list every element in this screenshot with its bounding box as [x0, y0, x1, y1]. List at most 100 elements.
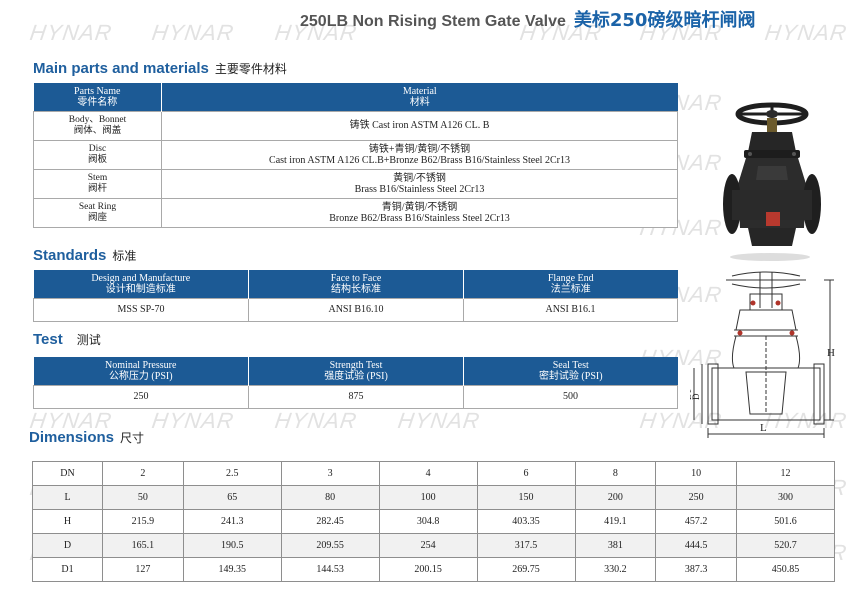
dimension-value-cell: 12	[736, 461, 835, 486]
standards-heading: Standards 标准	[33, 245, 136, 264]
parts-heading-en: Main parts and materials	[33, 60, 209, 77]
dimension-value-cell: 100	[378, 485, 478, 510]
watermark-text: HYNAR	[150, 408, 236, 433]
page-title-en: 250LB Non Rising Stem Gate Valve	[300, 13, 566, 30]
dimension-value-cell: 50	[102, 485, 184, 510]
dimension-label-cell: D1	[32, 557, 103, 582]
test-header-cn: 密封试验 (PSI)	[538, 370, 603, 382]
part-material-line2: Bronze B62/Brass B16/Stainless Steel 2Cr…	[329, 212, 510, 224]
standards-header-cn: 设计和制造标准	[105, 283, 176, 295]
dimension-value-cell: 403.35	[476, 509, 576, 534]
dimension-value-cell: 149.35	[182, 557, 282, 582]
standards-table-header: Design and Manufacture 设计和制造标准 Face to Fa…	[33, 270, 678, 298]
test-heading: Test 测试	[33, 329, 101, 348]
dimension-value-cell: 501.6	[736, 509, 835, 534]
part-name-cn: 阀杆	[87, 183, 107, 194]
dimension-value-cell: 8	[574, 461, 657, 486]
table-row: Body、Bonnet 阀体、阀盖 铸铁 Cast iron ASTM A126 …	[33, 110, 678, 141]
valve-photo	[723, 102, 821, 261]
dimension-value-cell: 127	[102, 557, 184, 582]
test-header-en: Seal Test	[552, 359, 589, 371]
parts-table-header: Parts Name 零件名称 Material 材料	[33, 83, 678, 111]
part-name-en: Seat Ring	[78, 201, 117, 212]
test-table: Nominal Pressure 公称压力 (PSI) Strength Test…	[33, 357, 678, 409]
page-title-cn: 美标250磅级暗杆闸阀	[573, 10, 756, 31]
test-header-cell: Nominal Pressure 公称压力 (PSI)	[33, 357, 249, 385]
table-row: D 165.1 190.5 209.55 254 317.5 381 444.5 520.7	[32, 533, 835, 558]
valve-section-drawing: L H D D1	[690, 271, 835, 438]
part-material-line1: 铸铁+青铜/黄铜/不锈钢	[368, 143, 471, 155]
watermark-text: HYNAR	[763, 20, 849, 45]
standards-header-cell: Flange End 法兰标准	[463, 270, 678, 298]
part-name-cell: Body、Bonnet 阀体、阀盖	[33, 110, 162, 141]
parts-material-header-cn: 材料	[409, 96, 430, 108]
dimensions-heading: Dimensions 尺寸	[29, 427, 144, 446]
part-name-en: Stem	[87, 172, 108, 183]
dimension-value-cell: 4	[378, 461, 478, 486]
part-material-line1: 铸铁 Cast iron ASTM A126 CL. B	[349, 120, 490, 131]
standards-heading-en: Standards	[33, 247, 107, 264]
dimension-value-cell: 200.15	[378, 557, 478, 582]
standards-table: Design and Manufacture 设计和制造标准 Face to Fa…	[33, 270, 678, 322]
standards-header-cell: Face to Face 结构长标准	[248, 270, 464, 298]
part-name-cn: 阀座	[87, 212, 107, 223]
standards-header-en: Face to Face	[330, 272, 382, 284]
parts-name-header-en: Parts Name	[74, 85, 121, 97]
dimension-value-cell: 450.85	[736, 557, 835, 582]
part-name-en: Body、Bonnet	[68, 114, 127, 125]
dimension-value-cell: 317.5	[476, 533, 576, 558]
dimensions-heading-cn: 尺寸	[120, 431, 145, 445]
test-header-en: Strength Test	[329, 359, 383, 371]
table-row: L 50 65 80 100 150 200 250 300	[32, 485, 835, 510]
table-row: H 215.9 241.3 282.45 304.8 403.35 419.1 457.2 50…	[32, 509, 835, 534]
watermark-text: HYNAR	[273, 408, 359, 433]
dimension-value-cell: 330.2	[574, 557, 657, 582]
dimension-label-cell: DN	[32, 461, 103, 486]
part-material-cell: 青铜/黄铜/不锈钢 Bronze B62/Brass B16/Stainless …	[161, 197, 678, 228]
dimension-value-cell: 457.2	[655, 509, 737, 534]
dimension-value-cell: 282.45	[280, 509, 380, 534]
dimension-value-cell: 65	[182, 485, 282, 510]
parts-material-header-en: Material	[402, 85, 437, 97]
dimension-value-cell: 304.8	[378, 509, 478, 534]
dimension-value-cell: 209.55	[280, 533, 380, 558]
dimension-value-cell: 520.7	[736, 533, 835, 558]
dimension-value-cell: 254	[378, 533, 478, 558]
parts-material-header: Material 材料	[161, 83, 678, 111]
parts-name-header-cn: 零件名称	[77, 96, 118, 108]
part-material-cell: 黄铜/不锈钢 Brass B16/Stainless Steel 2Cr13	[161, 168, 678, 199]
standards-header-en: Design and Manufacture	[91, 272, 191, 284]
part-material-cell: 铸铁 Cast iron ASTM A126 CL. B	[161, 110, 678, 141]
dimension-value-cell: 444.5	[655, 533, 737, 558]
drawing-label-d: D	[691, 393, 701, 400]
dimension-value-cell: 190.5	[182, 533, 282, 558]
dimension-label-cell: L	[32, 485, 103, 510]
part-name-cell: Disc 阀板	[33, 139, 162, 170]
parts-table: Parts Name 零件名称 Material 材料 Body、Bonnet 阀体、…	[33, 83, 678, 228]
test-table-header: Nominal Pressure 公称压力 (PSI) Strength Test…	[33, 357, 678, 385]
standards-value-cell: MSS SP-70	[33, 297, 249, 322]
part-name-cell: Seat Ring 阀座	[33, 197, 162, 228]
dimension-value-cell: 144.53	[280, 557, 380, 582]
part-material-line2: Cast iron ASTM A126 CL.B+Bronze B62/Bras…	[269, 154, 570, 166]
standards-header-cn: 结构长标准	[331, 283, 381, 295]
standards-value-cell: ANSI B16.1	[463, 297, 678, 322]
standards-header-en: Flange End	[547, 272, 594, 284]
dimension-value-cell: 6	[476, 461, 576, 486]
part-name-en: Disc	[88, 143, 107, 154]
dimension-value-cell: 200	[574, 485, 657, 510]
dimension-label-cell: D	[32, 533, 103, 558]
parts-heading: Main parts and materials 主要零件材料	[33, 58, 287, 77]
table-row: MSS SP-70 ANSI B16.10 ANSI B16.1	[33, 297, 678, 322]
dimension-value-cell: 419.1	[574, 509, 657, 534]
standards-header-cell: Design and Manufacture 设计和制造标准	[33, 270, 249, 298]
drawing-label-h: H	[827, 347, 835, 359]
part-name-cn: 阀板	[87, 154, 107, 165]
table-row: 250 875 500	[33, 384, 678, 409]
test-header-cell: Seal Test 密封试验 (PSI)	[463, 357, 678, 385]
test-header-cell: Strength Test 强度试验 (PSI)	[248, 357, 464, 385]
dimensions-table: DN 2 2.5 3 4 6 8 10 12 L 50 65 80 100 150 200 250 300 H 215…	[32, 461, 835, 582]
dimension-value-cell: 165.1	[102, 533, 184, 558]
test-heading-cn: 测试	[76, 333, 101, 347]
dimension-value-cell: 381	[574, 533, 657, 558]
